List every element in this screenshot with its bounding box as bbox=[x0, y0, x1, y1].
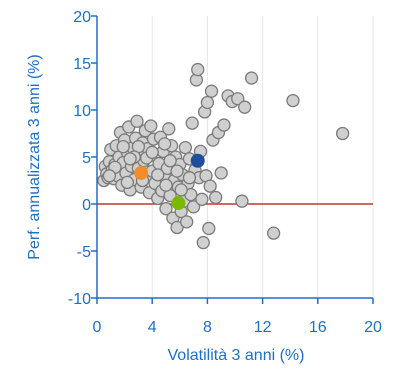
data-point-72 bbox=[196, 235, 210, 250]
highlight-point-3 bbox=[171, 196, 186, 211]
y-tick-label-0: 20 bbox=[73, 9, 91, 26]
data-point-83 bbox=[217, 118, 231, 132]
x-tick-label-2: 8 bbox=[203, 319, 212, 336]
data-point-65 bbox=[186, 200, 201, 214]
data-point-103 bbox=[157, 137, 172, 151]
data-point-80 bbox=[209, 190, 223, 205]
data-point-88 bbox=[238, 100, 252, 114]
x-tick-label-3: 12 bbox=[254, 319, 272, 336]
data-point-94 bbox=[120, 175, 135, 190]
y-axis-label: Perf. annualizzata 3 anni (%) bbox=[26, 54, 43, 259]
data-point-86 bbox=[231, 92, 245, 106]
x-tick-label-1: 4 bbox=[148, 319, 157, 336]
data-point-97 bbox=[151, 168, 165, 182]
y-tick-label-4: 0 bbox=[82, 197, 91, 214]
data-point-100 bbox=[182, 171, 197, 185]
data-point-45 bbox=[159, 202, 173, 216]
data-point-53 bbox=[170, 220, 184, 235]
highlight-layer bbox=[134, 153, 205, 211]
data-point-109 bbox=[159, 178, 173, 192]
x-tick-label-4: 16 bbox=[309, 319, 327, 336]
data-point-76 bbox=[202, 221, 216, 236]
x-axis-label: Volatilità 3 anni (%) bbox=[168, 347, 305, 364]
data-point-87 bbox=[235, 194, 249, 208]
data-point-89 bbox=[244, 71, 259, 85]
data-point-71 bbox=[195, 192, 209, 206]
data-point-104 bbox=[170, 164, 184, 178]
data-point-108 bbox=[145, 145, 159, 159]
data-point-24 bbox=[130, 114, 144, 128]
data-point-92 bbox=[335, 126, 350, 141]
points-layer bbox=[97, 62, 350, 250]
data-point-91 bbox=[286, 93, 300, 108]
x-tick-label-0: 0 bbox=[93, 319, 102, 336]
y-tick-label-5: -5 bbox=[77, 244, 91, 261]
data-point-99 bbox=[174, 183, 188, 197]
x-tick-label-5: 20 bbox=[364, 319, 382, 336]
highlight-point-1 bbox=[190, 153, 205, 168]
data-point-82 bbox=[214, 166, 228, 180]
data-point-68 bbox=[191, 62, 205, 77]
y-tick-label-1: 15 bbox=[73, 56, 91, 73]
highlight-point-2 bbox=[134, 165, 149, 180]
data-point-90 bbox=[266, 226, 281, 240]
data-point-75 bbox=[200, 95, 215, 110]
data-point-78 bbox=[204, 84, 219, 98]
data-point-60 bbox=[180, 215, 194, 229]
data-point-106 bbox=[123, 152, 137, 166]
y-tick-label-3: 5 bbox=[82, 150, 91, 167]
data-point-77 bbox=[203, 179, 217, 193]
data-point-102 bbox=[116, 140, 130, 154]
data-point-98 bbox=[163, 154, 177, 168]
grid-layer bbox=[151, 16, 374, 298]
data-point-47 bbox=[162, 122, 176, 136]
data-point-59 bbox=[178, 140, 192, 155]
y-tick-label-2: 10 bbox=[73, 103, 91, 120]
data-point-34 bbox=[144, 119, 158, 133]
y-tick-label-6: -10 bbox=[68, 291, 91, 308]
data-point-64 bbox=[185, 116, 199, 130]
data-point-105 bbox=[102, 169, 117, 183]
